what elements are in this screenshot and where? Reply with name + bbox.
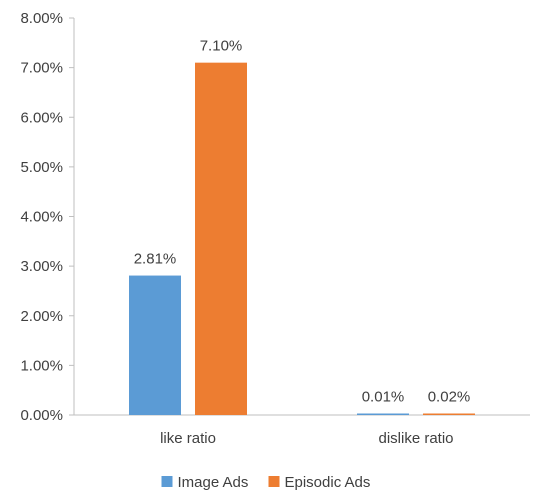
- data-label: 0.01%: [362, 389, 405, 406]
- legend: Image Ads Episodic Ads: [161, 474, 371, 491]
- data-label: 2.81%: [134, 251, 177, 268]
- y-tick-label: 1.00%: [20, 357, 63, 374]
- y-tick-label: 6.00%: [20, 109, 63, 126]
- y-tick-label: 0.00%: [20, 407, 63, 424]
- y-axis: 0.00% 1.00% 2.00% 3.00% 4.00% 5.00% 6.00% 7.00%…: [20, 10, 75, 424]
- bar: [195, 62, 247, 415]
- legend-label: Image Ads: [178, 474, 249, 491]
- data-label: 7.10%: [200, 38, 243, 55]
- x-category-label: dislike ratio: [378, 430, 453, 447]
- x-axis: like ratio dislike ratio: [74, 414, 530, 447]
- y-tick-label: 3.00%: [20, 258, 63, 275]
- bars: [129, 62, 475, 415]
- y-tick-label: 7.00%: [20, 60, 63, 77]
- y-tick-label: 8.00%: [20, 10, 63, 27]
- data-label: 0.02%: [428, 389, 471, 406]
- legend-label: Episodic Ads: [285, 474, 371, 491]
- bar: [129, 275, 181, 415]
- legend-swatch: [268, 476, 280, 487]
- legend-swatch: [161, 476, 173, 487]
- y-tick-label: 5.00%: [20, 159, 63, 176]
- bar: [423, 413, 475, 415]
- y-tick-label: 4.00%: [20, 209, 63, 226]
- data-labels: 2.81% 7.10% 0.01% 0.02%: [134, 38, 471, 406]
- x-category-label: like ratio: [160, 430, 216, 447]
- bar: [357, 413, 409, 415]
- y-tick-label: 2.00%: [20, 308, 63, 325]
